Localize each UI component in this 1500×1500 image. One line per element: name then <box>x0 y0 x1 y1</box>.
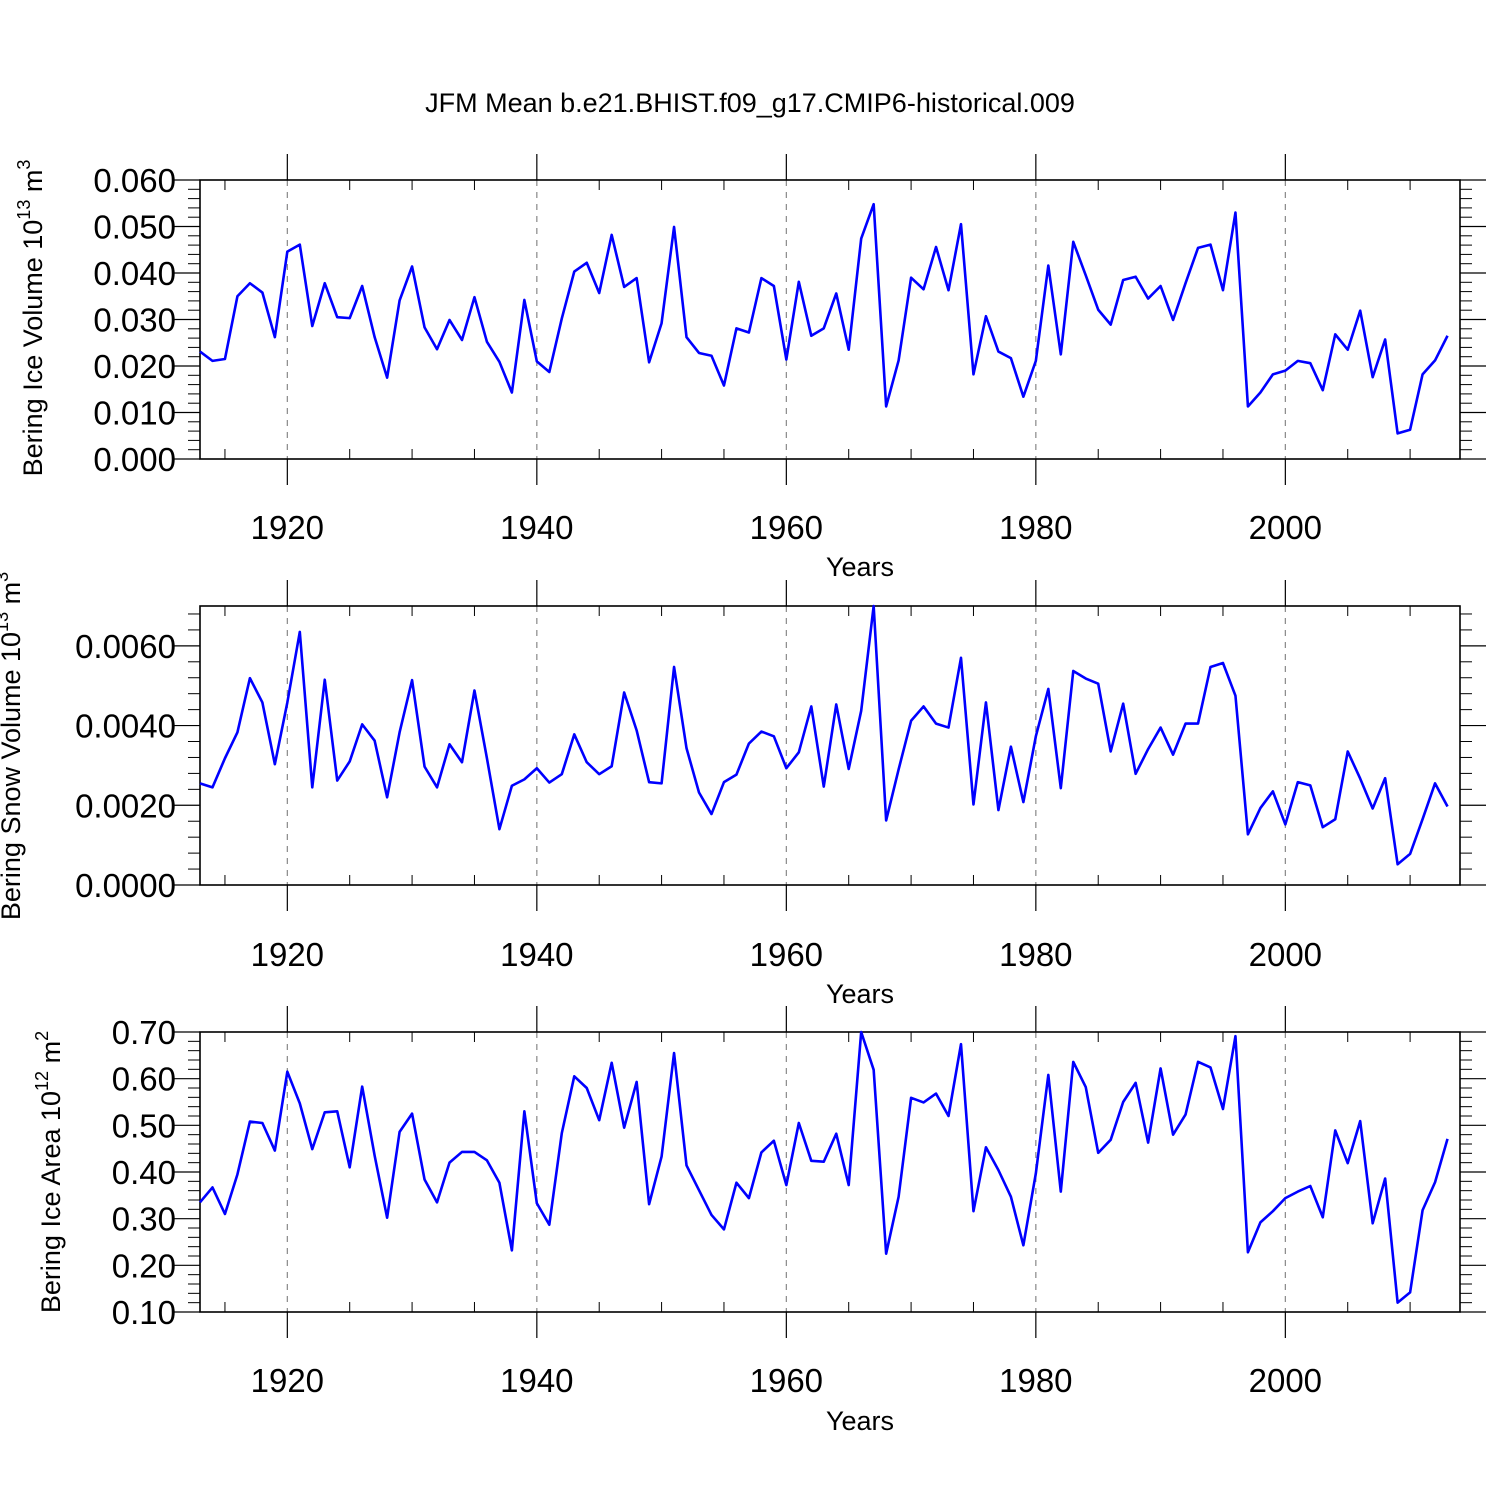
y-tick-label: 0.0040 <box>75 708 176 745</box>
y-tick-label: 0.50 <box>112 1107 176 1144</box>
x-tick-label: 2000 <box>1249 1362 1322 1399</box>
x-tick-label: 1940 <box>500 509 573 546</box>
y-tick-label: 0.020 <box>93 348 176 385</box>
x-axis-label: Years <box>826 552 894 582</box>
y-tick-label: 0.0000 <box>75 867 176 904</box>
x-tick-label: 1960 <box>750 936 823 973</box>
plot-frame <box>199 1031 1461 1313</box>
y-tick-label: 0.70 <box>112 1014 176 1051</box>
y-tick-label: 0.60 <box>112 1061 176 1098</box>
y-tick-label: 0.000 <box>93 441 176 478</box>
x-tick-label: 1940 <box>500 936 573 973</box>
y-tick-label: 0.040 <box>93 255 176 292</box>
plot-frame <box>199 179 1461 460</box>
x-tick-label: 1920 <box>251 1362 324 1399</box>
y-tick-label: 0.010 <box>93 395 176 432</box>
x-tick-label: 1980 <box>999 1362 1072 1399</box>
x-tick-label: 1940 <box>500 1362 573 1399</box>
panels: 1920 1940 1960 1980 2000 0.000 0.010 0.020 0.030… <box>0 154 1486 1436</box>
x-tick-label: 2000 <box>1249 936 1322 973</box>
x-axis-label: Years <box>826 1406 894 1436</box>
y-tick-label: 0.060 <box>93 162 176 199</box>
data-series-line <box>199 202 1449 435</box>
chart-panel: 1920 1940 1960 1980 2000 0.0000 0.0020 0.0040 0.… <box>0 572 1486 1009</box>
y-tick-label: 0.050 <box>93 209 176 246</box>
y-tick-label: 0.10 <box>112 1294 176 1331</box>
x-tick-label: 1920 <box>251 936 324 973</box>
y-axis-label: Bering Ice Volume 1013 m3 <box>14 160 48 477</box>
plot-frame <box>199 605 1461 886</box>
chart-panel: 1920 1940 1960 1980 2000 0.10 0.20 0.30 0.40 0.50… <box>32 1006 1486 1436</box>
y-tick-label: 0.40 <box>112 1154 176 1191</box>
chart-title: JFM Mean b.e21.BHIST.f09_g17.CMIP6-histo… <box>425 88 1075 118</box>
x-tick-label: 1980 <box>999 936 1072 973</box>
data-series-line <box>199 1030 1449 1304</box>
y-tick-label: 0.20 <box>112 1247 176 1284</box>
y-axis-label: Bering Snow Volume 1013 m3 <box>0 572 26 920</box>
y-axis-label: Bering Ice Area 1012 m2 <box>32 1031 66 1313</box>
x-tick-label: 2000 <box>1249 509 1322 546</box>
x-axis-label: Years <box>826 979 894 1009</box>
y-tick-label: 0.030 <box>93 302 176 339</box>
x-tick-label: 1960 <box>750 1362 823 1399</box>
y-tick-label: 0.0060 <box>75 628 176 665</box>
chart-panel: 1920 1940 1960 1980 2000 0.000 0.010 0.020 0.030… <box>14 154 1486 582</box>
x-tick-label: 1980 <box>999 509 1072 546</box>
x-tick-label: 1960 <box>750 509 823 546</box>
data-series-line <box>199 604 1449 866</box>
x-tick-label: 1920 <box>251 509 324 546</box>
y-tick-label: 0.30 <box>112 1201 176 1238</box>
y-tick-label: 0.0020 <box>75 787 176 824</box>
